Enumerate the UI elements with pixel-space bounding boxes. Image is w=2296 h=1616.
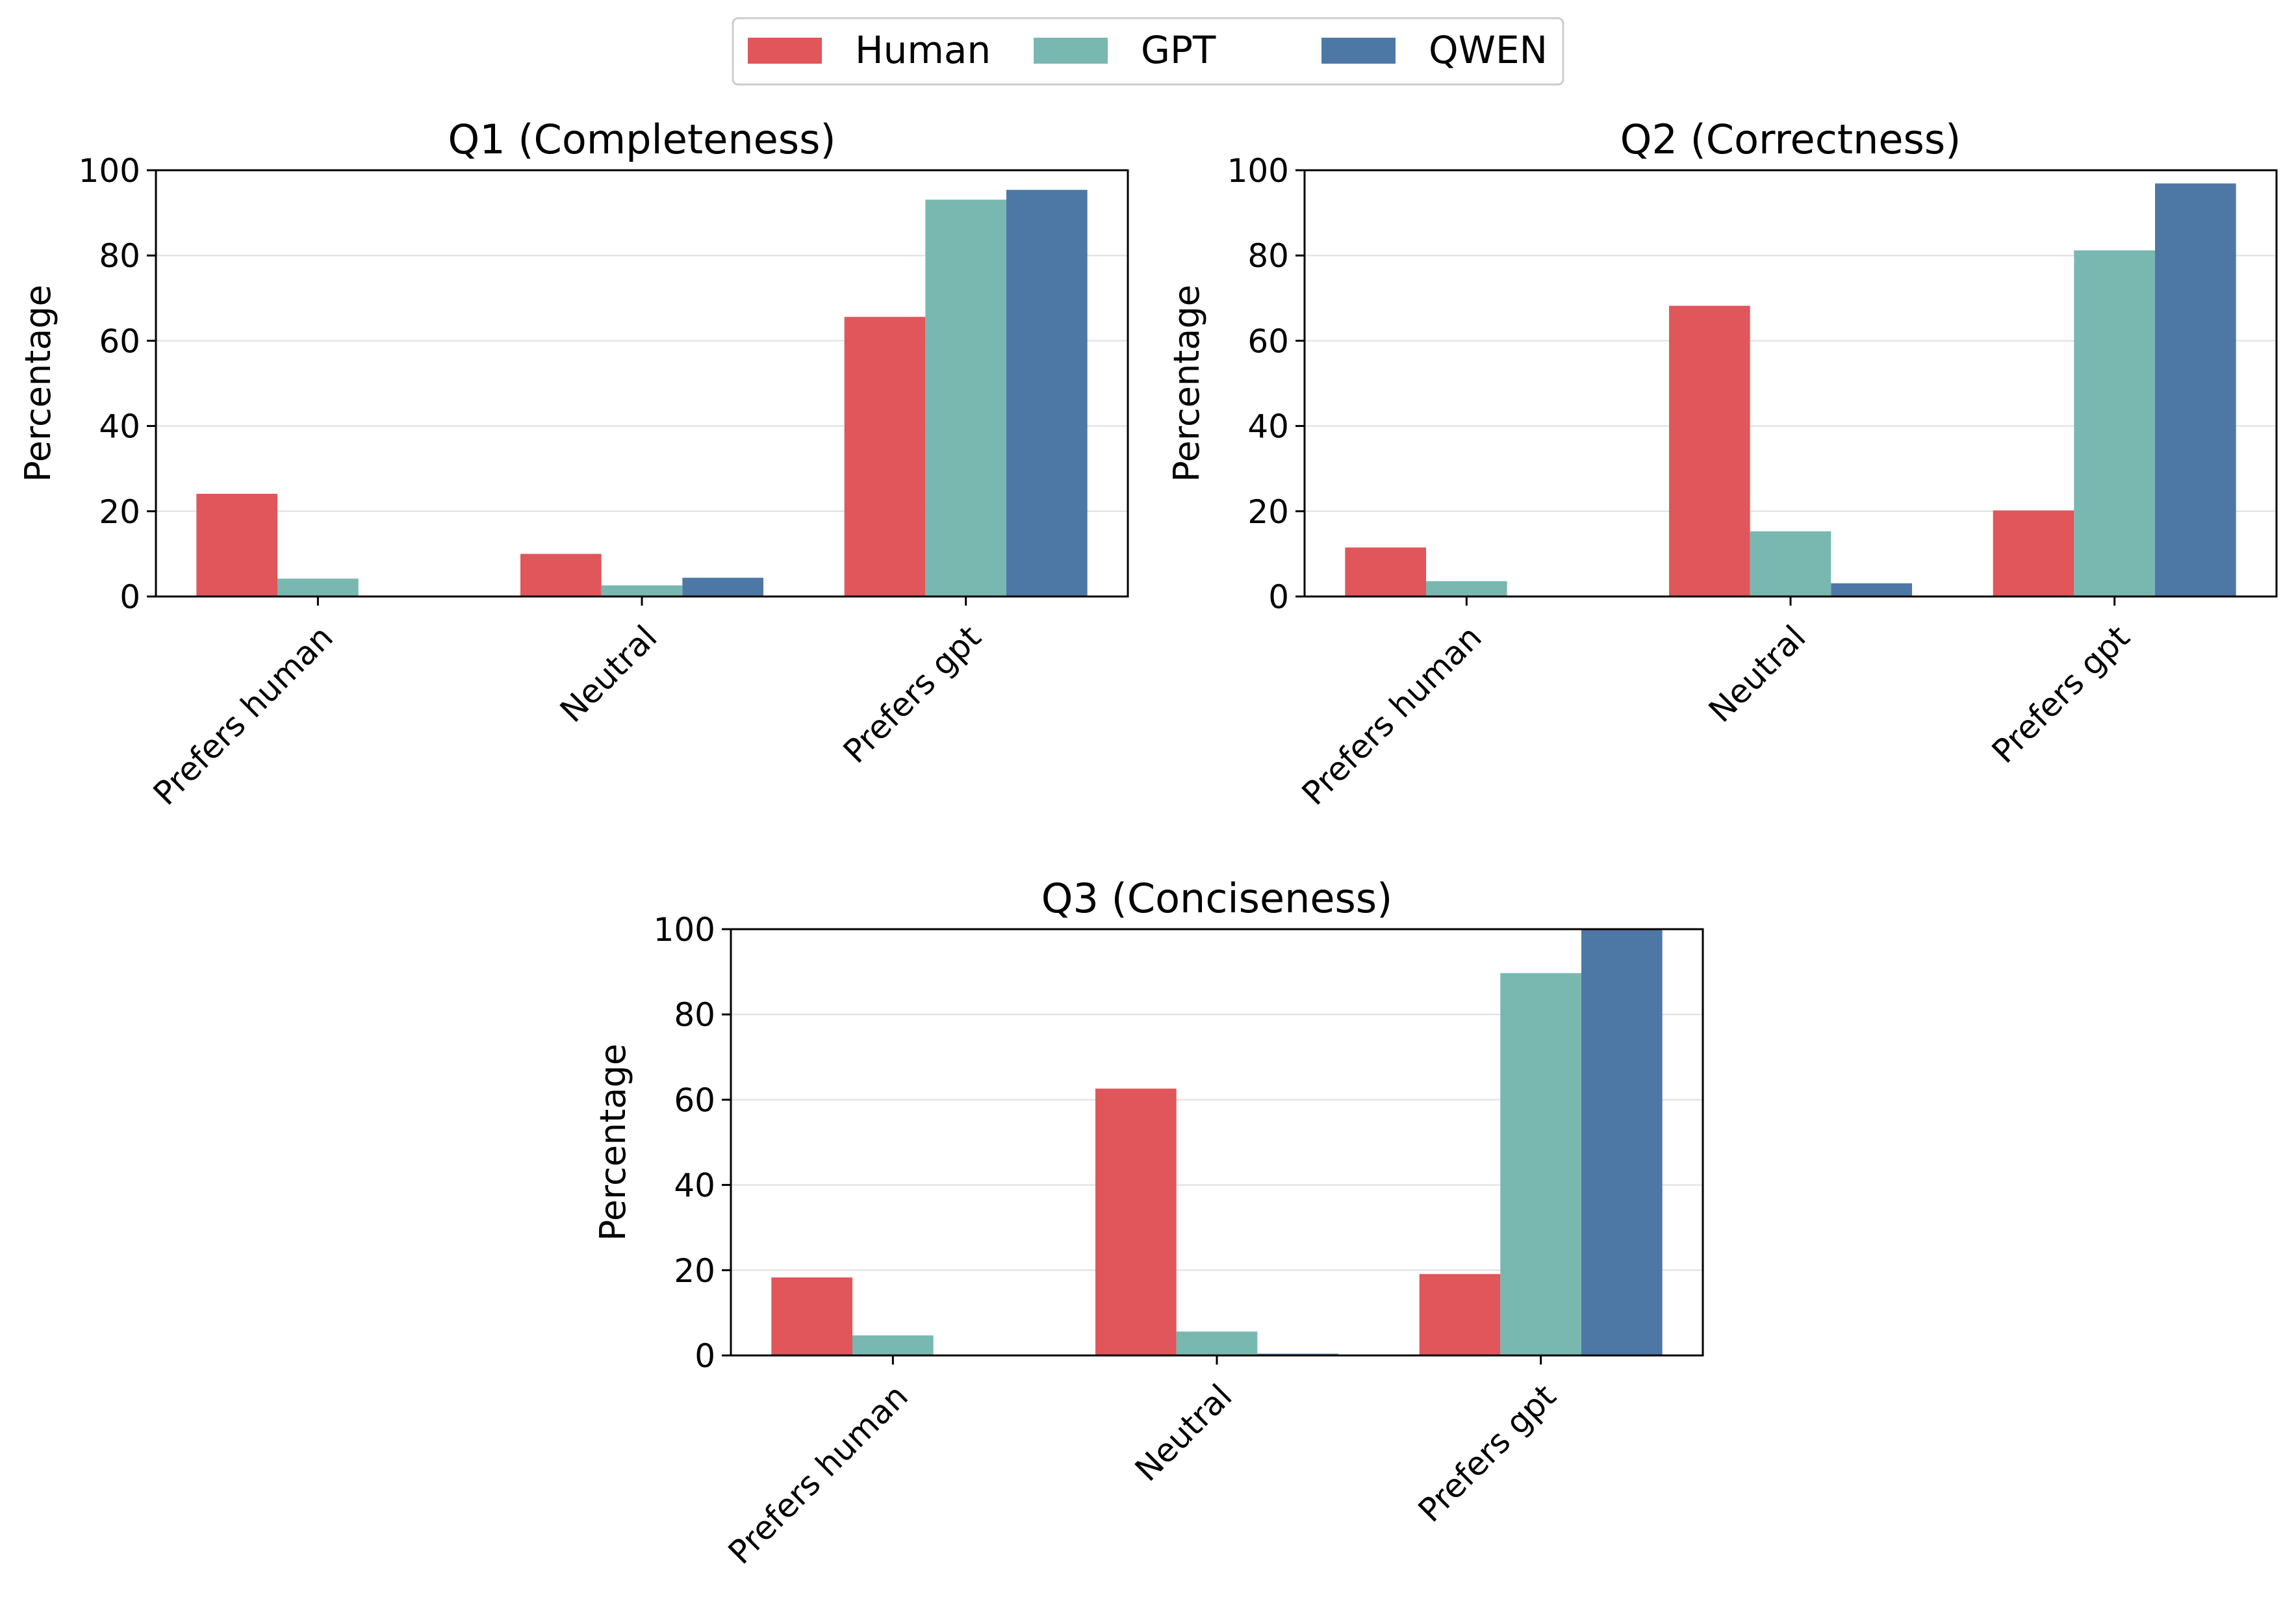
bar-human-prefers-human [771,1277,852,1355]
y-tick-label: 40 [1247,408,1289,446]
y-tick-label: 20 [674,1252,715,1290]
bar-gpt-prefers-gpt [925,199,1006,596]
chart-title: Q3 (Conciseness) [1041,875,1393,922]
bar-human-prefers-human [1345,547,1426,596]
bar-human-prefers-human [196,493,277,596]
x-tick-label-prefers-gpt: Prefers gpt [1411,1377,1563,1529]
legend-label-gpt: GPT [1141,28,1216,72]
x-tick-label-prefers-human: Prefers human [1295,618,1489,812]
y-tick-label: 20 [99,493,140,531]
bar-qwen-prefers-gpt [1006,190,1088,596]
y-axis-label: Percentage [1166,285,1207,482]
legend-swatch-gpt [1034,38,1108,64]
bar-human-neutral [1095,1088,1177,1355]
bar-qwen-neutral [682,578,763,596]
y-tick-label: 60 [1247,322,1289,360]
bar-human-prefers-gpt [1993,510,2074,596]
legend-swatch-qwen [1321,38,1396,64]
x-tick-label-neutral: Neutral [1702,618,1813,730]
y-axis-label: Percentage [593,1044,633,1241]
x-tick-label-prefers-gpt: Prefers gpt [1985,618,2137,770]
bar-human-prefers-gpt [844,316,926,596]
y-tick-label: 40 [674,1167,715,1205]
y-tick-label: 100 [79,152,140,190]
y-tick-label: 20 [1247,493,1289,531]
legend-label-human: Human [855,28,991,72]
legend: Human GPT QWEN [732,17,1564,86]
bar-human-neutral [1669,305,1750,596]
chart-title: Q2 (Correctness) [1620,116,1961,163]
y-tick-label: 0 [695,1337,715,1375]
x-tick-label-prefers-gpt: Prefers gpt [836,618,988,770]
bar-gpt-prefers-gpt [2074,250,2155,596]
bar-human-prefers-gpt [1419,1274,1501,1355]
y-tick-label: 100 [654,911,715,949]
chart-q2-correctness: 0 20 40 60 80 100 Prefers human Neutral Prefers … [1166,116,2278,812]
bar-gpt-neutral [1176,1331,1258,1355]
legend-label-qwen: QWEN [1429,28,1548,72]
x-tick-label-prefers-human: Prefers human [721,1377,915,1571]
chart-q3-conciseness: 0 20 40 60 80 100 Prefers human Neutral Prefers … [593,875,1704,1571]
chart-title: Q1 (Completeness) [448,116,835,163]
bar-qwen-prefers-gpt [2155,183,2236,596]
bar-gpt-prefers-human [852,1335,934,1355]
bar-gpt-prefers-human [277,578,359,596]
y-tick-label: 60 [674,1081,715,1119]
bar-human-neutral [520,554,602,596]
bar-qwen-prefers-gpt [1581,930,1663,1355]
y-tick-label: 60 [99,322,140,360]
y-tick-label: 80 [1247,237,1289,275]
bar-gpt-neutral [601,585,683,596]
y-tick-label: 100 [1227,152,1289,190]
bar-qwen-neutral [1831,583,1912,596]
bar-gpt-prefers-gpt [1500,973,1581,1355]
legend-swatch-human [748,38,822,64]
x-tick-label-neutral: Neutral [1128,1377,1240,1489]
y-axis-label: Percentage [18,285,58,482]
bar-gpt-prefers-human [1426,581,1507,596]
bar-gpt-neutral [1750,531,1831,596]
y-tick-label: 80 [99,237,140,275]
x-tick-label-neutral: Neutral [553,618,665,730]
x-tick-label-prefers-human: Prefers human [146,618,340,812]
y-tick-label: 0 [1268,578,1289,616]
y-tick-label: 80 [674,996,715,1034]
legend-frame [732,17,1564,86]
y-tick-label: 40 [99,408,140,446]
y-tick-label: 0 [120,578,140,616]
chart-q1-completeness: 0 20 40 60 80 100 Prefers human Neutral Prefers … [18,116,1129,812]
